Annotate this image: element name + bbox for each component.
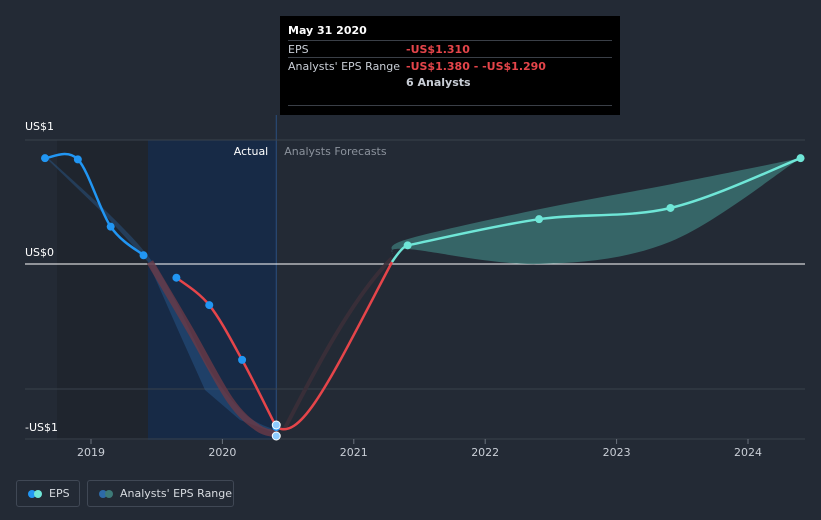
forecast-point: [666, 203, 675, 212]
eps-point: [172, 273, 181, 282]
eps-point: [106, 222, 115, 231]
forecast-line-negative: [275, 261, 394, 431]
tooltip: May 31 2020 EPS -US$1.310 Analysts' EPS …: [280, 16, 620, 115]
x-tick-label: 2021: [340, 446, 368, 459]
range-high-point: [271, 420, 281, 430]
range-low-point: [271, 431, 281, 441]
x-tick-label: 2020: [208, 446, 236, 459]
eps-point: [73, 155, 82, 164]
tooltip-eps-value: -US$1.310: [406, 43, 470, 56]
y-tick-label: US$1: [25, 120, 54, 133]
tooltip-range-value: -US$1.380 - -US$1.290: [406, 60, 546, 73]
tooltip-analysts-row: 6 Analysts: [288, 74, 612, 91]
y-tick-label: US$0: [25, 246, 54, 259]
eps-point: [205, 301, 214, 310]
tooltip-range-label: Analysts' EPS Range: [288, 60, 401, 73]
tooltip-analysts: 6 Analysts: [406, 76, 471, 89]
tooltip-date: May 31 2020: [288, 24, 367, 37]
legend-eps-button[interactable]: EPS: [16, 480, 80, 507]
legend-range-label: Analysts' EPS Range: [120, 487, 233, 500]
eps-line-negative: [175, 276, 278, 428]
eps-point: [238, 355, 247, 364]
forecast-label: Analysts Forecasts: [284, 145, 387, 158]
forecast-shadow: [282, 256, 394, 431]
tooltip-eps-row: EPS -US$1.310: [288, 40, 612, 58]
y-tick-label: -US$1: [25, 421, 58, 434]
forecast-point: [796, 154, 805, 163]
legend-range-icon: [99, 490, 115, 498]
x-tick-label: 2023: [603, 446, 631, 459]
x-tick-label: 2022: [471, 446, 499, 459]
forecast-point: [535, 215, 544, 224]
actual-label: Actual: [234, 145, 268, 158]
forecast-point: [403, 241, 412, 250]
legend-range-button[interactable]: Analysts' EPS Range: [87, 480, 234, 507]
historical-forecast-band: [146, 260, 280, 438]
forecast-estimate-range: [391, 158, 801, 265]
eps-point: [139, 251, 148, 260]
x-tick-label: 2019: [77, 446, 105, 459]
legend-eps-icon: [28, 490, 44, 498]
tooltip-divider: [288, 105, 612, 107]
tooltip-eps-label: EPS: [288, 43, 309, 56]
tooltip-range-row: Analysts' EPS Range -US$1.380 - -US$1.29…: [288, 57, 612, 75]
eps-line-positive: [44, 152, 145, 257]
x-tick-label: 2024: [734, 446, 762, 459]
eps-point: [41, 154, 49, 163]
legend-eps-label: EPS: [49, 487, 70, 500]
past-shade-early: [57, 140, 148, 440]
